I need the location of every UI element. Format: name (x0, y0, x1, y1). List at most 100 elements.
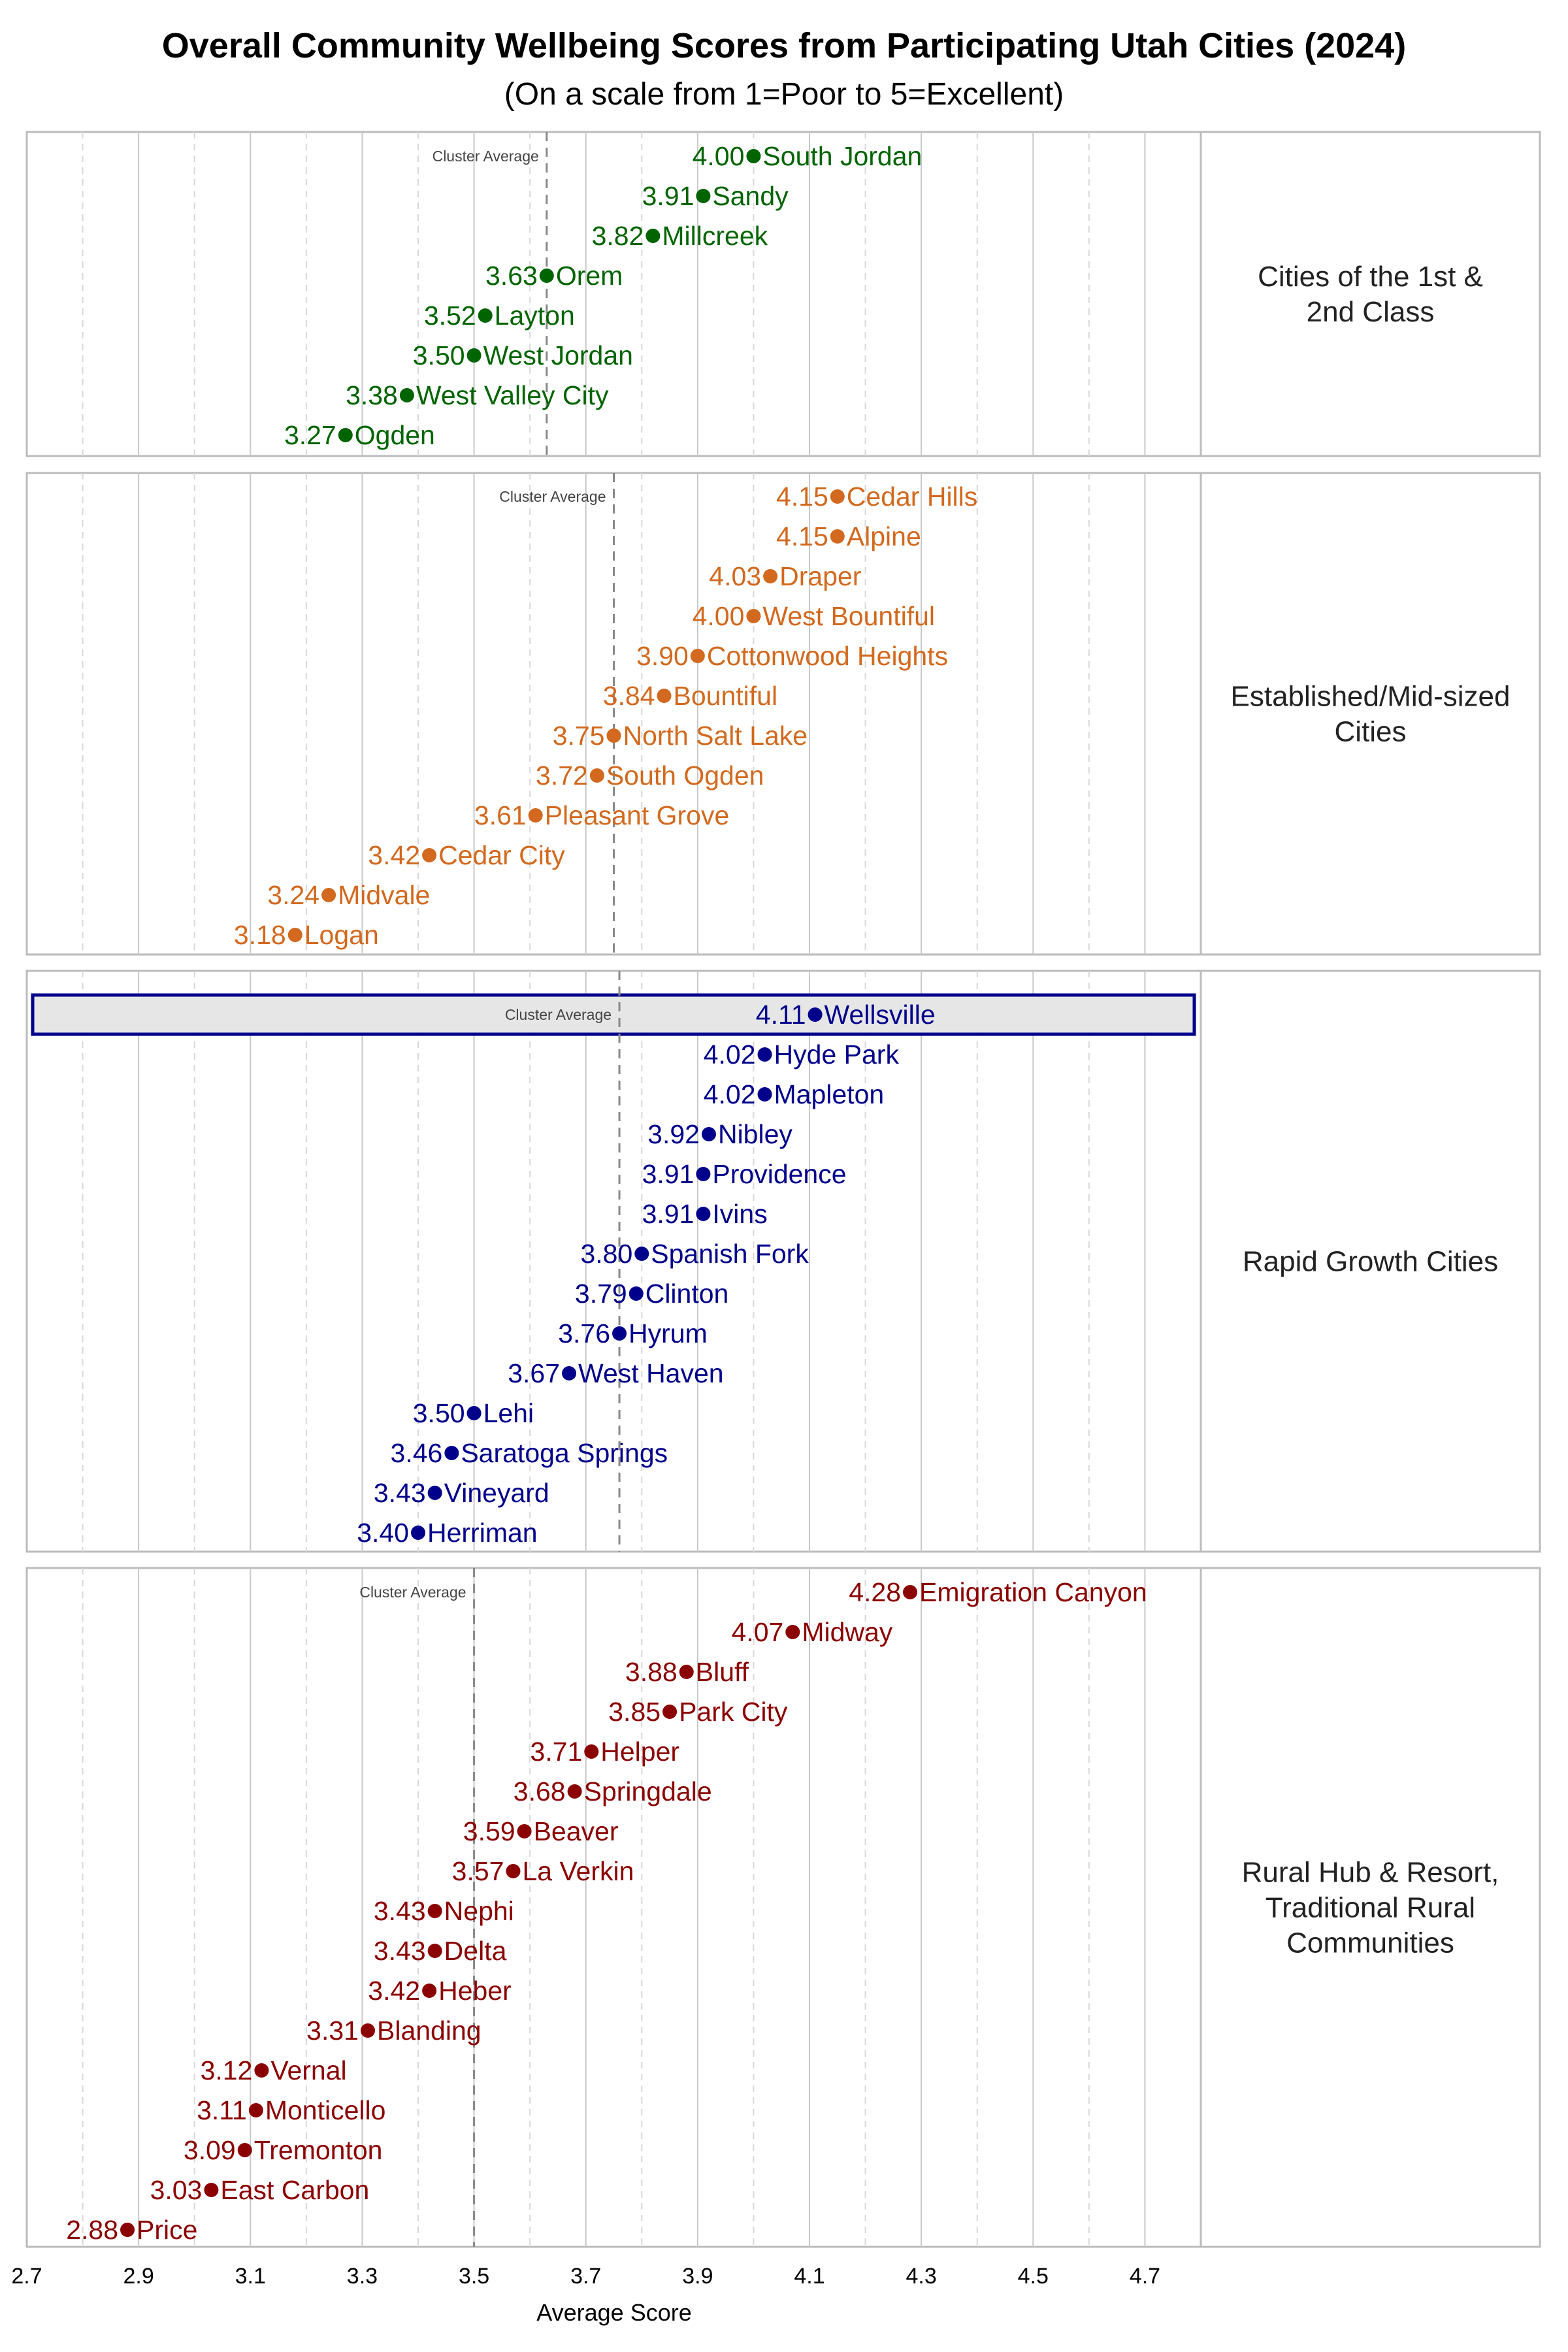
cluster-average-label: Cluster Average (505, 1006, 612, 1023)
value-label: 3.50 (413, 340, 465, 370)
city-label: Millcreek (662, 221, 768, 251)
city-label: Ogden (355, 420, 435, 450)
data-point (757, 1087, 772, 1102)
city-label: South Ogden (606, 760, 764, 791)
panel-2: Cluster Average 4.15 Cedar Hills 4.15 Alpine… (25, 472, 1541, 956)
value-label: 4.02 (704, 1039, 756, 1070)
highlight-box (31, 993, 1196, 1036)
city-label: Hyde Park (774, 1039, 900, 1070)
data-point (830, 529, 845, 544)
panel-1: Cluster Average 4.00 South Jordan 3.91 Sandy… (25, 131, 1541, 457)
data-point (808, 1007, 823, 1022)
panel-label: Cities of the 1st & 2nd Class (1258, 261, 1483, 328)
value-label: 3.12 (201, 2055, 253, 2085)
data-point-group: 3.42 Heber (368, 1976, 511, 2006)
cluster-average-label: Cluster Average (433, 148, 539, 165)
data-point-group: 4.15 Alpine (776, 521, 921, 551)
x-tick-label: 2.9 (123, 2264, 154, 2289)
value-label: 3.42 (368, 840, 420, 870)
city-label: West Jordan (483, 340, 633, 370)
data-point-group: 3.42 Cedar City (368, 840, 565, 870)
data-point (427, 1904, 442, 1918)
data-point (360, 2023, 375, 2038)
city-label: Heber (438, 1976, 512, 2006)
value-label: 3.43 (374, 1936, 426, 1966)
data-point (567, 1784, 582, 1799)
value-label: 3.63 (485, 261, 538, 291)
value-label: 3.59 (463, 1816, 515, 1846)
data-point-group: 3.12 Vernal (201, 2055, 347, 2085)
data-point (399, 388, 414, 402)
city-label: Cedar Hills (847, 482, 978, 512)
data-point-group: 3.76 Hyrum (558, 1318, 708, 1348)
city-label: Alpine (847, 521, 921, 551)
city-label: Springdale (584, 1776, 712, 1806)
data-point-group: 4.00 West Bountiful (693, 601, 935, 631)
data-point-group: 4.02 Hyde Park (704, 1039, 900, 1070)
data-point (321, 888, 336, 902)
x-tick-label: 3.1 (235, 2264, 266, 2289)
value-label: 3.46 (391, 1438, 443, 1468)
data-point-group: 4.11 Wellsville (756, 1000, 936, 1030)
data-point (506, 1864, 521, 1878)
value-label: 3.43 (374, 1896, 426, 1926)
value-label: 3.76 (558, 1318, 610, 1348)
data-point-group: 4.15 Cedar Hills (776, 482, 977, 512)
value-label: 3.82 (592, 221, 644, 251)
city-label: Beaver (534, 1816, 619, 1846)
city-label: Midvale (338, 880, 430, 910)
city-label: Monticello (265, 2095, 386, 2125)
x-tick-label: 4.1 (794, 2264, 825, 2289)
city-label: Bluff (696, 1657, 749, 1687)
city-label: Nephi (444, 1896, 514, 1926)
city-label: Layton (495, 301, 575, 331)
value-label: 3.91 (642, 181, 694, 211)
city-label: Emigration Canyon (919, 1577, 1147, 1607)
data-point (584, 1744, 599, 1759)
city-label: Lehi (483, 1398, 534, 1428)
city-label: Hyrum (629, 1318, 708, 1348)
data-point (411, 1526, 425, 1540)
city-label: Draper (779, 561, 861, 591)
data-point (696, 1207, 711, 1221)
data-point-group: 3.91 Providence (642, 1159, 847, 1189)
data-point-group: 4.03 Draper (709, 561, 861, 591)
panel-label: Rapid Growth Cities (1243, 1246, 1498, 1278)
data-point-group: 3.50 West Jordan (413, 340, 633, 370)
city-label: Herriman (427, 1518, 538, 1548)
city-label: West Haven (578, 1358, 724, 1388)
data-point-group: 3.68 Springdale (514, 1776, 712, 1806)
data-point (422, 1984, 437, 1998)
data-point (634, 1247, 649, 1261)
panel-label: Established/Mid-sized Cities (1231, 681, 1511, 748)
data-point-group: 3.18 Logan (234, 920, 379, 950)
city-label: Price (137, 2215, 197, 2245)
data-point (785, 1625, 800, 1639)
panel-strip (1200, 131, 1541, 457)
value-label: 3.31 (306, 2016, 359, 2046)
value-label: 3.38 (346, 380, 398, 410)
data-point (629, 1286, 644, 1301)
data-point (612, 1326, 627, 1341)
city-label: Cottonwood Heights (707, 641, 948, 671)
value-label: 4.11 (756, 1000, 806, 1030)
value-label: 3.11 (197, 2095, 247, 2125)
data-point-group: 4.07 Midway (732, 1617, 893, 1647)
city-label: Providence (712, 1159, 846, 1189)
value-label: 3.03 (150, 2175, 203, 2205)
data-point-group: 3.63 Orem (485, 261, 623, 291)
data-point (248, 2103, 263, 2117)
panel-background (25, 970, 1202, 1553)
data-point-group: 3.03 East Carbon (150, 2175, 370, 2205)
data-point-group: 3.43 Nephi (374, 1896, 514, 1926)
data-point (204, 2183, 219, 2197)
data-point-group: 3.91 Ivins (642, 1199, 768, 1229)
value-label: 3.40 (357, 1518, 409, 1548)
cluster-average-label: Cluster Average (499, 488, 606, 505)
data-point (562, 1366, 577, 1380)
data-point-group: 3.31 Blanding (306, 2016, 481, 2046)
value-label: 3.50 (413, 1398, 465, 1428)
city-label: Saratoga Springs (461, 1438, 668, 1468)
panel-4: Cluster Average 4.28 Emigration Canyon 4.07… (25, 1567, 1541, 2248)
data-point-group: 3.85 Park City (608, 1697, 788, 1727)
